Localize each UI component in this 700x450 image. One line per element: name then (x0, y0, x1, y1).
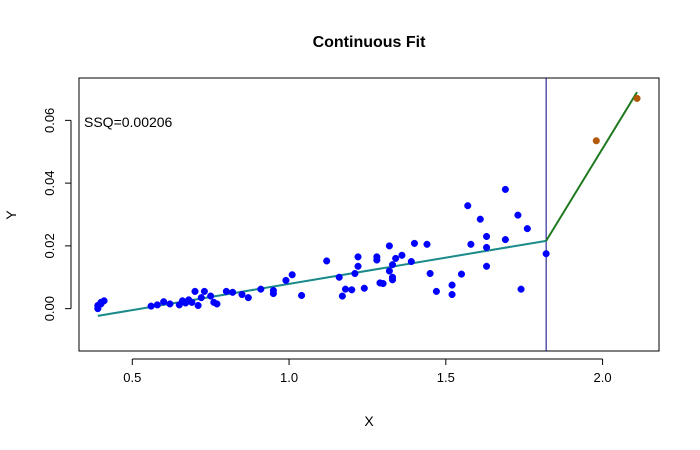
data-point (517, 285, 525, 293)
data-point (207, 292, 215, 300)
data-point (388, 276, 397, 284)
data-point (476, 215, 484, 223)
x-tick-label: 1.0 (280, 370, 298, 385)
outside-point (633, 94, 641, 102)
data-point (191, 287, 199, 295)
data-point (392, 254, 400, 262)
plot-frame (78, 77, 660, 352)
data-point (153, 301, 161, 309)
data-point (147, 302, 155, 310)
x-axis: 0.5 1.0 1.5 2.0 (123, 358, 612, 385)
data-point (483, 232, 491, 241)
y-tick-label: 0.02 (42, 233, 57, 258)
data-point (464, 202, 472, 210)
data-point (166, 300, 174, 308)
ssq-annotation: SSQ=0.00206 (84, 114, 173, 130)
data-point (514, 211, 522, 219)
data-point (269, 286, 277, 294)
x-tick-label: 1.5 (437, 370, 455, 385)
data-point (222, 287, 230, 295)
data-point (457, 270, 466, 278)
data-point (188, 298, 196, 306)
data-point (483, 243, 491, 251)
data-point (229, 288, 237, 296)
data-point (194, 301, 202, 310)
data-point (523, 225, 531, 233)
data-point (423, 240, 431, 248)
data-point (244, 294, 252, 302)
data-point (354, 262, 362, 270)
data-point (385, 242, 393, 250)
data-point (335, 273, 343, 281)
data-point (407, 258, 415, 266)
data-point (542, 250, 550, 258)
data-point (432, 287, 440, 295)
chart-title: Continuous Fit (313, 34, 427, 51)
data-point (354, 253, 362, 261)
data-point (197, 294, 205, 302)
data-point (360, 284, 368, 292)
data-point (501, 185, 509, 193)
data-point (100, 297, 108, 305)
outside-point (592, 137, 600, 145)
data-point (213, 300, 221, 308)
data-point (373, 256, 381, 264)
x-axis-title: X (364, 413, 374, 429)
data-point (351, 269, 359, 278)
data-point (257, 285, 265, 293)
data-point (388, 261, 397, 269)
data-point (426, 269, 434, 278)
data-point (238, 290, 246, 299)
data-point (298, 291, 306, 300)
data-point (338, 292, 346, 300)
fit-line-right (545, 91, 638, 242)
y-tick-label: 0.04 (42, 170, 57, 195)
y-axis: 0.00 0.02 0.04 0.06 (42, 108, 72, 321)
data-point (448, 281, 456, 289)
data-point (467, 240, 475, 248)
data-point (160, 298, 168, 306)
plot-layer (94, 78, 641, 351)
data-point (341, 285, 350, 293)
x-tick-label: 2.0 (594, 370, 612, 385)
x-tick-label: 0.5 (123, 370, 141, 385)
data-point (323, 257, 331, 265)
data-point (200, 287, 208, 295)
y-tick-label: 0.06 (42, 108, 57, 133)
y-tick-label: 0.00 (42, 296, 57, 321)
data-point (348, 286, 356, 294)
data-point (448, 290, 456, 299)
data-point (288, 271, 296, 279)
data-point (398, 251, 406, 259)
y-axis-title: Y (3, 210, 19, 220)
data-point (410, 239, 419, 247)
data-point (385, 267, 393, 275)
data-point (483, 262, 491, 270)
data-point (379, 279, 387, 288)
data-point (282, 276, 290, 284)
data-point (501, 236, 509, 244)
